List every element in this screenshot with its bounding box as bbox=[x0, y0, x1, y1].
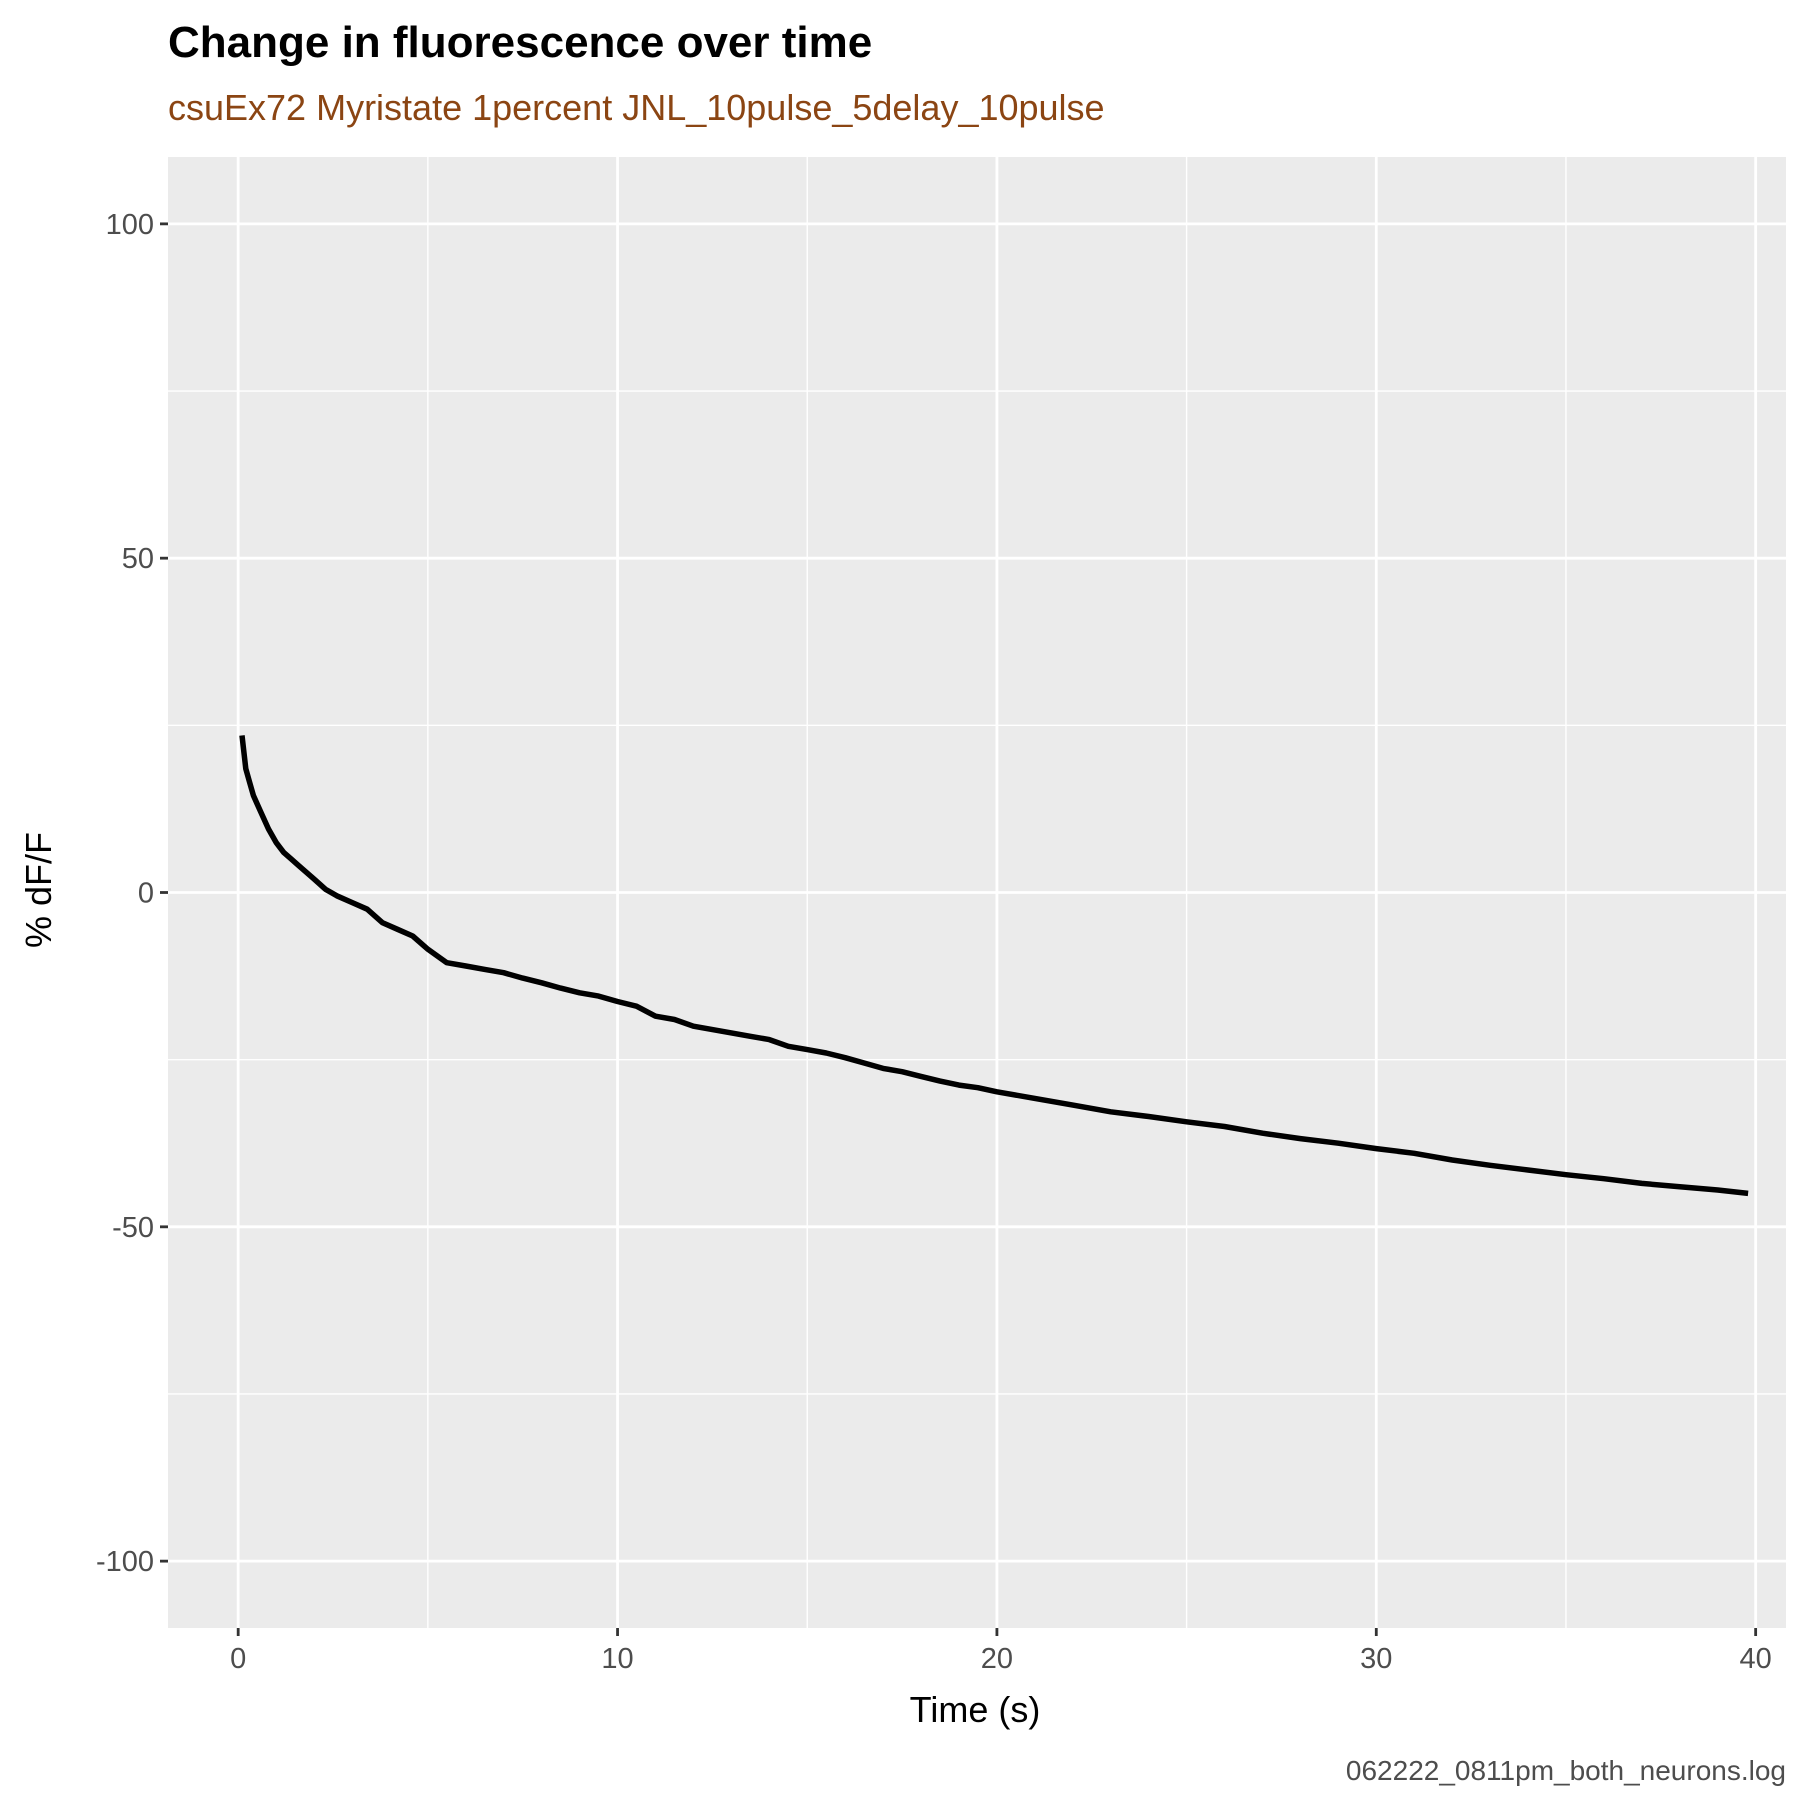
y-tick-label: 0 bbox=[138, 878, 154, 910]
x-tick-label: 10 bbox=[601, 1643, 633, 1675]
chart-title: Change in fluorescence over time bbox=[168, 18, 872, 67]
y-tick-label: 100 bbox=[106, 209, 154, 241]
x-tick-label: 40 bbox=[1740, 1643, 1772, 1675]
y-axis-ticks: -100 -50 0 50 100 bbox=[96, 209, 168, 1578]
y-tick-label: 50 bbox=[122, 543, 154, 575]
x-tick-label: 20 bbox=[981, 1643, 1013, 1675]
major-gridlines bbox=[168, 157, 1786, 1628]
series-layer bbox=[239, 735, 1749, 1197]
series-line-1 bbox=[239, 735, 1749, 1197]
y-axis-title: % dF/F bbox=[18, 832, 59, 948]
x-axis-ticks: 0 10 20 30 40 bbox=[230, 1628, 1772, 1675]
chart-subtitle: csuEx72 Myristate 1percent JNL_10pulse_5… bbox=[168, 87, 1105, 128]
x-tick-label: 0 bbox=[230, 1643, 246, 1675]
x-axis-title: Time (s) bbox=[910, 1689, 1041, 1730]
x-tick-label: 30 bbox=[1360, 1643, 1392, 1675]
y-tick-label: -50 bbox=[112, 1212, 154, 1244]
chart-caption: 062222_0811pm_both_neurons.log bbox=[1346, 1755, 1786, 1786]
y-tick-label: -100 bbox=[96, 1546, 154, 1578]
